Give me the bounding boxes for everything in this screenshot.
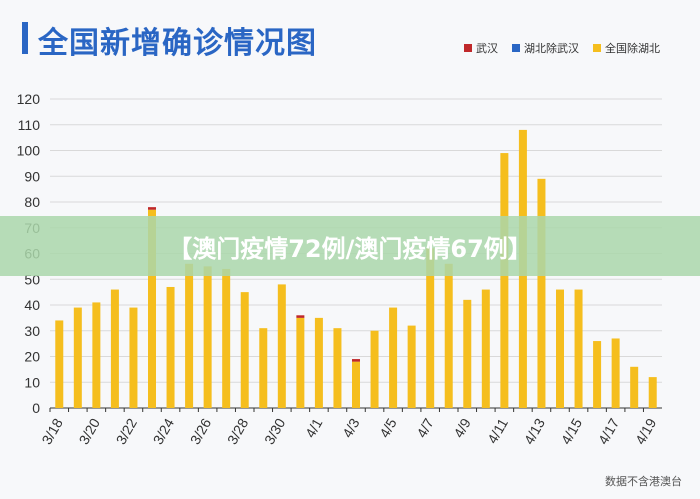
x-tick-label: 4/17 xyxy=(595,415,623,447)
legend-label-wuhan: 武汉 xyxy=(476,43,498,55)
y-tick-label: 120 xyxy=(17,91,41,107)
chart-title: 全国新增确诊情况图 xyxy=(38,26,317,61)
x-tick-label: 3/22 xyxy=(113,415,141,447)
legend-item-wuhan: 武汉 xyxy=(464,40,498,56)
x-tick-label: 4/11 xyxy=(484,415,511,446)
legend-item-national-ex-hubei: 全国除湖北 xyxy=(593,40,660,56)
x-tick-label: 4/1 xyxy=(302,415,326,440)
y-tick-label: 10 xyxy=(24,374,40,390)
chart-legend: 武汉 湖北除武汉 全国除湖北 xyxy=(464,40,660,56)
bar xyxy=(55,320,64,408)
legend-item-hubei-ex-wuhan: 湖北除武汉 xyxy=(512,40,579,56)
x-tick-label: 4/13 xyxy=(521,415,549,447)
x-tick-label: 3/18 xyxy=(38,415,66,447)
legend-swatch-hubei-ex-wuhan xyxy=(512,44,520,52)
bar xyxy=(259,328,268,408)
x-tick-label: 3/30 xyxy=(261,415,289,447)
y-tick-label: 90 xyxy=(24,168,40,184)
y-tick-label: 100 xyxy=(17,143,41,159)
bar xyxy=(148,207,156,210)
overlay-banner: 【澳门疫情72例/澳门疫情67例】 xyxy=(0,216,700,276)
bar xyxy=(92,302,101,408)
bar xyxy=(296,315,305,318)
bar xyxy=(537,178,546,408)
y-tick-label: 40 xyxy=(24,297,40,313)
x-tick-label: 4/15 xyxy=(558,415,586,447)
banner-text: 【澳门疫情72例/澳门疫情67例】 xyxy=(168,234,532,263)
bar xyxy=(296,317,305,408)
bar xyxy=(370,330,379,408)
bar xyxy=(185,263,194,408)
bar xyxy=(314,317,323,408)
bar xyxy=(352,361,360,408)
y-tick-label: 80 xyxy=(24,194,40,210)
x-tick-label: 4/3 xyxy=(339,415,363,440)
x-tick-label: 4/9 xyxy=(450,415,474,440)
bar xyxy=(556,289,564,408)
bar xyxy=(389,307,398,408)
bar xyxy=(444,263,453,408)
bar xyxy=(630,366,639,408)
bar xyxy=(407,325,416,408)
source-note: 数据不含港澳台 xyxy=(605,476,682,488)
bar xyxy=(277,284,286,408)
bar xyxy=(426,248,435,408)
bar xyxy=(352,359,360,362)
x-tick-label: 4/5 xyxy=(376,415,400,440)
bar xyxy=(333,328,342,408)
bar xyxy=(463,299,472,408)
legend-swatch-wuhan xyxy=(464,44,472,52)
x-tick-label: 3/28 xyxy=(224,415,252,447)
y-tick-label: 0 xyxy=(32,400,40,416)
title-accent-bar xyxy=(22,22,28,54)
x-tick-label: 3/24 xyxy=(150,415,178,447)
y-tick-label: 30 xyxy=(24,323,40,339)
bar xyxy=(110,289,119,408)
bar xyxy=(648,377,657,408)
x-tick-label: 4/19 xyxy=(632,415,660,447)
x-tick-label: 4/7 xyxy=(413,415,437,440)
legend-label-national-ex-hubei: 全国除湖北 xyxy=(605,43,660,55)
bar xyxy=(129,307,138,408)
bar xyxy=(166,286,175,408)
bar xyxy=(574,289,583,408)
bar xyxy=(500,153,509,408)
bar xyxy=(593,341,602,408)
y-tick-label: 110 xyxy=(18,117,41,133)
bar xyxy=(481,289,490,408)
bar xyxy=(203,266,212,408)
bar xyxy=(73,307,82,408)
x-tick-label: 3/20 xyxy=(75,415,103,447)
bar xyxy=(222,268,231,408)
y-tick-label: 20 xyxy=(24,349,40,365)
bar xyxy=(148,209,156,408)
bar xyxy=(611,338,620,408)
legend-label-hubei-ex-wuhan: 湖北除武汉 xyxy=(524,43,579,55)
bar xyxy=(240,292,249,408)
x-tick-label: 3/26 xyxy=(187,415,215,447)
legend-swatch-national-ex-hubei xyxy=(593,44,601,52)
